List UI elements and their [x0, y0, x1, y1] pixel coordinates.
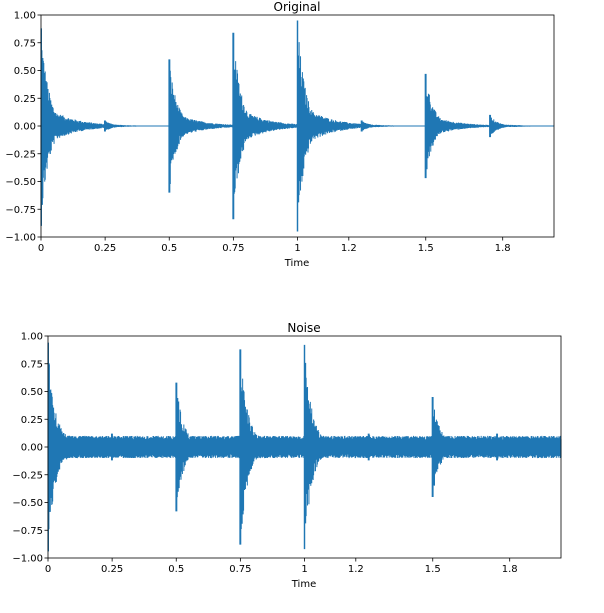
x-axis-label: Time: [284, 258, 309, 269]
x-tick-label: 1: [294, 243, 300, 254]
noise-waveform-panel: Noise Time 1.000.750.500.250.00−0.25−0.5…: [12, 321, 562, 590]
y-tick-label: 0.50: [14, 66, 36, 77]
y-tick-label: −0.50: [12, 498, 43, 509]
x-tick-label: 0.5: [168, 564, 184, 575]
y-tick-label: 0.75: [21, 359, 43, 370]
chart-title: Noise: [287, 321, 320, 335]
y-tick-label: −0.25: [5, 149, 36, 160]
x-tick-label: 1.2: [348, 564, 364, 575]
y-tick-label: 0.50: [21, 387, 43, 398]
chart-title: Original: [274, 0, 321, 14]
y-tick-label: −1.00: [5, 233, 36, 244]
y-tick-label: 0.25: [14, 94, 36, 105]
y-tick-label: 1.00: [14, 11, 36, 22]
y-tick-label: −0.75: [12, 526, 43, 537]
y-tick-label: −0.25: [12, 470, 43, 481]
y-tick-label: 0.75: [14, 38, 36, 49]
x-tick-label: 0.5: [161, 243, 177, 254]
x-tick-label: 0.75: [222, 243, 244, 254]
y-tick-label: 0.25: [21, 415, 43, 426]
y-tick-label: −1.00: [12, 554, 43, 565]
x-tick-label: 0: [38, 243, 44, 254]
x-tick-label: 0: [45, 564, 51, 575]
x-tick-label: 0.25: [101, 564, 123, 575]
x-tick-label: 1.5: [425, 564, 441, 575]
y-tick-label: 0.00: [14, 122, 36, 133]
x-tick-label: 1.8: [502, 564, 518, 575]
x-tick-label: 1.5: [418, 243, 434, 254]
original-waveform-panel: Original Time 1.000.750.500.250.00−0.25−…: [5, 0, 555, 269]
x-tick-label: 0.25: [94, 243, 116, 254]
x-tick-label: 0.75: [229, 564, 251, 575]
y-tick-label: 1.00: [21, 332, 43, 343]
y-tick-label: 0.00: [21, 443, 43, 454]
x-tick-label: 1.8: [495, 243, 511, 254]
x-tick-label: 1: [301, 564, 307, 575]
y-tick-label: −0.50: [5, 177, 36, 188]
x-tick-label: 1.2: [341, 243, 357, 254]
x-axis-label: Time: [291, 579, 316, 590]
y-tick-label: −0.75: [5, 205, 36, 216]
